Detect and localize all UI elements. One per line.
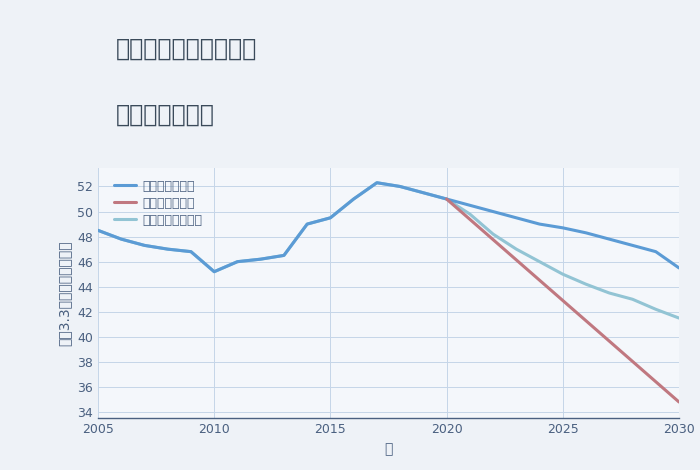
Text: 兵庫県西宮市東山台の: 兵庫県西宮市東山台の — [116, 37, 257, 61]
ノーマルシナリオ — [303, 221, 312, 227]
ノーマルシナリオ — [349, 196, 358, 202]
グッドシナリオ — [419, 190, 428, 196]
ノーマルシナリオ — [140, 243, 148, 248]
グッドシナリオ — [210, 269, 218, 274]
ノーマルシナリオ — [164, 246, 172, 252]
ノーマルシナリオ — [442, 196, 451, 202]
グッドシナリオ — [512, 215, 521, 220]
グッドシナリオ — [652, 249, 660, 254]
ノーマルシナリオ — [652, 306, 660, 312]
ノーマルシナリオ — [512, 246, 521, 252]
ノーマルシナリオ — [210, 269, 218, 274]
ノーマルシナリオ — [326, 215, 335, 220]
X-axis label: 年: 年 — [384, 442, 393, 456]
グッドシナリオ — [489, 209, 497, 214]
グッドシナリオ — [559, 225, 567, 231]
ノーマルシナリオ — [396, 184, 405, 189]
グッドシナリオ — [372, 180, 381, 186]
ノーマルシナリオ — [187, 249, 195, 254]
Legend: グッドシナリオ, バッドシナリオ, ノーマルシナリオ: グッドシナリオ, バッドシナリオ, ノーマルシナリオ — [110, 176, 206, 230]
グッドシナリオ — [675, 265, 683, 271]
ノーマルシナリオ — [466, 211, 474, 217]
グッドシナリオ — [442, 196, 451, 202]
グッドシナリオ — [94, 227, 102, 233]
ノーマルシナリオ — [536, 259, 544, 265]
グッドシナリオ — [629, 243, 637, 248]
グッドシナリオ — [326, 215, 335, 220]
グッドシナリオ — [582, 230, 590, 235]
グッドシナリオ — [396, 184, 405, 189]
グッドシナリオ — [187, 249, 195, 254]
ノーマルシナリオ — [419, 190, 428, 196]
グッドシナリオ — [349, 196, 358, 202]
グッドシナリオ — [164, 246, 172, 252]
グッドシナリオ — [256, 256, 265, 262]
ノーマルシナリオ — [582, 282, 590, 287]
ノーマルシナリオ — [675, 315, 683, 321]
グッドシナリオ — [605, 236, 613, 242]
ノーマルシナリオ — [605, 290, 613, 296]
ノーマルシナリオ — [372, 180, 381, 186]
ノーマルシナリオ — [233, 259, 242, 265]
ノーマルシナリオ — [559, 271, 567, 277]
ノーマルシナリオ — [280, 252, 288, 258]
グッドシナリオ — [280, 252, 288, 258]
ノーマルシナリオ — [117, 236, 125, 242]
グッドシナリオ — [117, 236, 125, 242]
ノーマルシナリオ — [489, 231, 497, 237]
ノーマルシナリオ — [256, 256, 265, 262]
Line: グッドシナリオ: グッドシナリオ — [98, 183, 679, 272]
グッドシナリオ — [233, 259, 242, 265]
グッドシナリオ — [303, 221, 312, 227]
Y-axis label: 平（3.3㎡）単価（万円）: 平（3.3㎡）単価（万円） — [57, 240, 71, 346]
ノーマルシナリオ — [94, 227, 102, 233]
グッドシナリオ — [536, 221, 544, 227]
Line: ノーマルシナリオ: ノーマルシナリオ — [98, 183, 679, 318]
グッドシナリオ — [466, 203, 474, 208]
グッドシナリオ — [140, 243, 148, 248]
Text: 土地の価格推移: 土地の価格推移 — [116, 103, 214, 127]
ノーマルシナリオ — [629, 297, 637, 302]
